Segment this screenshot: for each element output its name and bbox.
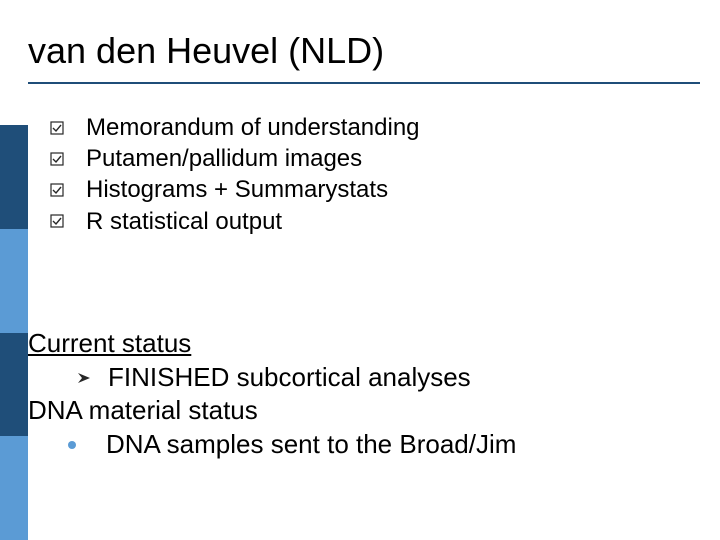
checklist-label: Putamen/pallidum images bbox=[86, 143, 362, 174]
arrow-icon bbox=[76, 361, 92, 395]
sidebar-accent bbox=[0, 125, 28, 540]
status-heading: Current status bbox=[28, 327, 700, 361]
sidebar-seg-3 bbox=[0, 333, 28, 437]
sidebar-seg-4 bbox=[0, 436, 28, 540]
sidebar-seg-2 bbox=[0, 229, 28, 333]
checklist: Memorandum of understanding Putamen/pall… bbox=[50, 112, 700, 237]
status-heading-2: DNA material status bbox=[28, 394, 700, 428]
checklist-item: R statistical output bbox=[50, 206, 700, 237]
status-item: DNA samples sent to the Broad/Jim bbox=[68, 428, 700, 462]
bullet-dot-icon bbox=[68, 441, 76, 449]
status-item-label: DNA samples sent to the Broad/Jim bbox=[106, 428, 516, 462]
checkbox-icon bbox=[50, 214, 64, 228]
status-item: FINISHED subcortical analyses bbox=[76, 361, 700, 395]
checkbox-icon bbox=[50, 121, 64, 135]
checkbox-icon bbox=[50, 183, 64, 197]
status-section: Current status FINISHED subcortical anal… bbox=[28, 327, 700, 462]
checklist-item: Memorandum of understanding bbox=[50, 112, 700, 143]
checklist-item: Histograms + Summarystats bbox=[50, 174, 700, 205]
checkbox-icon bbox=[50, 152, 64, 166]
checklist-label: R statistical output bbox=[86, 206, 282, 237]
slide-content: van den Heuvel (NLD) Memorandum of under… bbox=[28, 30, 700, 462]
checklist-label: Memorandum of understanding bbox=[86, 112, 420, 143]
checklist-item: Putamen/pallidum images bbox=[50, 143, 700, 174]
slide-title: van den Heuvel (NLD) bbox=[28, 30, 700, 84]
status-item-label: FINISHED subcortical analyses bbox=[108, 361, 471, 395]
sidebar-seg-1 bbox=[0, 125, 28, 229]
checklist-label: Histograms + Summarystats bbox=[86, 174, 388, 205]
